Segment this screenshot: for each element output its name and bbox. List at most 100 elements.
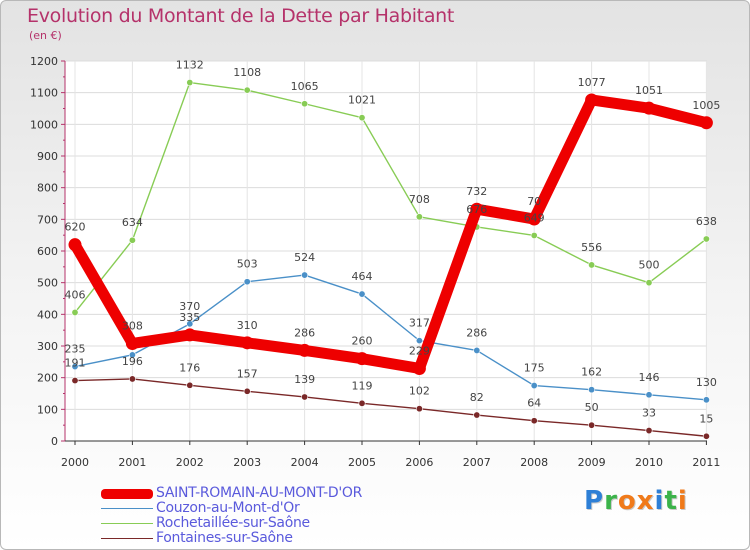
y-tick-label: 100 — [37, 403, 58, 416]
data-point — [186, 79, 194, 87]
data-point — [128, 375, 136, 383]
data-label: 1021 — [348, 94, 376, 107]
data-label: 176 — [179, 361, 200, 374]
data-point — [298, 343, 312, 357]
data-label: 317 — [409, 317, 430, 330]
brand-logo: Proxiti — [584, 486, 688, 516]
data-label: 15 — [699, 412, 713, 425]
x-tick-label: 2000 — [61, 456, 89, 469]
legend-item: Couzon-au-Mont-d'Or — [101, 500, 431, 516]
data-label: 638 — [696, 215, 717, 228]
legend-label: Couzon-au-Mont-d'Or — [156, 500, 300, 516]
data-point — [355, 352, 369, 366]
data-label: 464 — [352, 270, 373, 283]
data-label: 500 — [639, 259, 660, 272]
data-label: 1051 — [635, 84, 663, 97]
legend: SAINT-ROMAIN-AU-MONT-D'OR Couzon-au-Mont-… — [101, 485, 431, 546]
y-tick-label: 500 — [37, 277, 58, 290]
data-point — [530, 382, 538, 390]
series-line — [74, 81, 708, 314]
data-point — [358, 290, 366, 298]
data-label: 175 — [524, 362, 545, 375]
y-tick-label: 200 — [37, 372, 58, 385]
x-tick-label: 2011 — [692, 456, 720, 469]
data-point — [183, 328, 197, 342]
y-tick-label: 800 — [37, 182, 58, 195]
data-point — [186, 381, 194, 389]
data-label: 286 — [466, 326, 487, 339]
data-label: 196 — [122, 355, 143, 368]
legend-swatch — [101, 486, 153, 501]
data-label: 191 — [65, 357, 86, 370]
x-tick-label: 2009 — [578, 456, 606, 469]
data-label: 162 — [581, 366, 602, 379]
data-label: 229 — [409, 344, 430, 357]
legend-label: Rochetaillée-sur-Saône — [156, 515, 310, 531]
data-label: 1077 — [578, 76, 606, 89]
legend-swatch — [101, 516, 153, 531]
data-label: 50 — [585, 401, 599, 414]
data-point — [301, 271, 309, 279]
data-point — [645, 279, 653, 287]
data-point — [415, 213, 423, 221]
data-label: 286 — [294, 326, 315, 339]
data-point — [473, 346, 481, 354]
series-line — [74, 378, 708, 437]
data-label: 1108 — [233, 66, 261, 79]
data-label: 33 — [642, 407, 656, 420]
data-label: 308 — [122, 319, 143, 332]
series-line — [74, 274, 708, 401]
data-point — [645, 391, 653, 399]
data-label: 620 — [65, 221, 86, 234]
y-tick-label: 900 — [37, 150, 58, 163]
data-label: 102 — [409, 385, 430, 398]
data-point — [585, 93, 599, 107]
y-tick-label: 400 — [37, 308, 58, 321]
legend-item: Fontaines-sur-Saône — [101, 530, 431, 546]
data-point — [412, 361, 426, 375]
data-label: 310 — [237, 319, 258, 332]
y-tick-label: 1100 — [30, 87, 58, 100]
data-point — [530, 231, 538, 239]
legend-label: Fontaines-sur-Saône — [156, 530, 293, 546]
data-point — [68, 238, 82, 252]
x-tick-label: 2008 — [520, 456, 548, 469]
data-label: 1132 — [176, 59, 204, 72]
chart-title: Evolution du Montant de la Dette par Hab… — [27, 5, 455, 27]
data-label: 732 — [466, 185, 487, 198]
data-point — [243, 86, 251, 94]
data-point — [186, 320, 194, 328]
y-tick-label: 1200 — [30, 55, 58, 68]
data-label: 524 — [294, 251, 315, 264]
y-tick-label: 300 — [37, 340, 58, 353]
data-point — [128, 236, 136, 244]
data-point — [71, 308, 79, 316]
data-label: 1005 — [692, 99, 720, 112]
legend-swatch — [101, 531, 153, 546]
data-point — [702, 396, 710, 404]
y-tick-label: 600 — [37, 245, 58, 258]
data-point — [642, 101, 656, 115]
data-label: 70 — [527, 195, 541, 208]
data-point — [699, 116, 713, 130]
data-point — [415, 337, 423, 345]
data-label: 139 — [294, 373, 315, 386]
y-tick-label: 700 — [37, 213, 58, 226]
chart-subtitle: (en €) — [29, 29, 62, 42]
data-label: 130 — [696, 376, 717, 389]
data-point — [71, 363, 79, 371]
data-point — [645, 427, 653, 435]
data-label: 1065 — [291, 80, 319, 93]
x-tick-label: 2002 — [176, 456, 204, 469]
legend-swatch — [101, 501, 153, 516]
x-tick-label: 2006 — [405, 456, 433, 469]
data-label: 82 — [470, 391, 484, 404]
data-label: 119 — [352, 379, 373, 392]
data-point — [530, 417, 538, 425]
x-tick-label: 2004 — [291, 456, 319, 469]
legend-item: SAINT-ROMAIN-AU-MONT-D'OR — [101, 485, 431, 501]
data-point — [702, 432, 710, 440]
data-point — [301, 100, 309, 108]
data-label: 260 — [352, 335, 373, 348]
